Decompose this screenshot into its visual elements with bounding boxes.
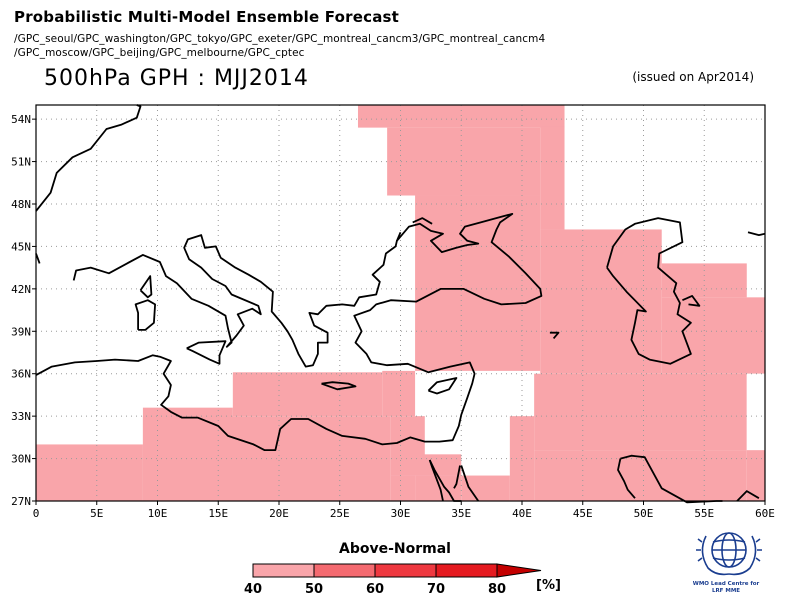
- legend-swatch: [252, 563, 315, 578]
- legend-swatch: [313, 563, 376, 578]
- shaded-cell: [540, 126, 565, 230]
- variable-title: 500hPa GPH : MJJ2014: [44, 66, 309, 91]
- lon-tick-label: 25E: [330, 507, 350, 520]
- lon-tick-label: 40E: [512, 507, 532, 520]
- lat-tick-label: 54N: [11, 113, 31, 126]
- coastline: [747, 231, 766, 236]
- coastline: [428, 459, 444, 502]
- legend-label: 70: [427, 582, 445, 597]
- lon-tick-label: 10E: [148, 507, 168, 520]
- coastline: [134, 299, 156, 331]
- logo-caption-line-1: WMO Lead Centre for: [692, 581, 760, 587]
- legend-unit: [%]: [536, 578, 561, 593]
- lon-tick-label: 20E: [269, 507, 289, 520]
- unshaded-cell: [746, 373, 765, 451]
- shaded-cell: [534, 450, 747, 501]
- product-title: Probabilistic Multi-Model Ensemble Forec…: [14, 8, 400, 26]
- shaded-cell: [540, 229, 662, 374]
- coastline: [606, 217, 692, 365]
- shaded-cell: [415, 195, 541, 371]
- unshaded-cell: [424, 390, 504, 455]
- lat-tick-label: 33N: [11, 410, 31, 423]
- coastline: [321, 381, 357, 391]
- shaded-cell: [534, 373, 747, 451]
- legend-label: 50: [305, 582, 323, 597]
- coastline: [396, 231, 402, 242]
- shaded-cell: [232, 372, 383, 417]
- shaded-cell: [390, 475, 416, 501]
- wmo-logo-icon: [696, 532, 762, 576]
- lon-tick-label: 35E: [451, 507, 471, 520]
- lon-tick-label: 55E: [694, 507, 714, 520]
- coastline: [549, 331, 560, 339]
- legend-label: 80: [488, 582, 506, 597]
- legend-swatch: [435, 563, 498, 578]
- color-legend-bar: [252, 563, 542, 578]
- legend-label: 60: [366, 582, 384, 597]
- lat-tick-label: 45N: [11, 240, 31, 253]
- shaded-cell: [357, 105, 565, 128]
- lat-tick-label: 51N: [11, 156, 31, 169]
- model-list-line-1: /GPC_seoul/GPC_washington/GPC_tokyo/GPC_…: [14, 33, 546, 45]
- coastline: [412, 217, 433, 225]
- shaded-cell: [415, 475, 462, 501]
- shaded-cell: [382, 370, 416, 417]
- coastline: [453, 465, 461, 489]
- lon-tick-label: 15E: [208, 507, 228, 520]
- coastline: [139, 275, 153, 299]
- model-list-line-2: /GPC_moscow/GPC_beijing/GPC_melbourne/GP…: [14, 47, 305, 59]
- shaded-cell: [387, 127, 541, 196]
- coastline: [35, 104, 142, 212]
- lon-tick-label: 0: [33, 507, 40, 520]
- coastline: [186, 340, 227, 365]
- coastline: [35, 213, 543, 451]
- coastline: [460, 465, 480, 502]
- coastline: [736, 490, 760, 502]
- lon-tick-label: 45E: [573, 507, 593, 520]
- lat-tick-label: 39N: [11, 325, 31, 338]
- shaded-cell: [661, 297, 765, 374]
- legend-label: 40: [244, 582, 262, 597]
- lat-tick-label: 27N: [11, 495, 31, 508]
- lat-tick-label: 30N: [11, 453, 31, 466]
- latitude-tick-labels: 27N 30N 33N 36N 39N 42N 45N 48N 51N 54N: [11, 113, 36, 508]
- legend-swatch: [374, 563, 437, 578]
- lon-tick-label: 5E: [90, 507, 103, 520]
- lat-tick-label: 36N: [11, 368, 31, 381]
- lon-tick-label: 30E: [391, 507, 411, 520]
- logo-caption-line-2: LRF MME: [711, 588, 741, 594]
- issued-date: (issued on Apr2014): [632, 70, 754, 84]
- legend-tick-labels: 40 50 60 70 80: [244, 582, 506, 597]
- longitude-tick-labels: 0 5E 10E 15E 20E 25E 30E 35E 40E 45E 50E 55E 60E: [33, 501, 775, 520]
- coastline: [617, 458, 636, 499]
- shaded-cell: [36, 444, 143, 501]
- legend-title: Above-Normal: [339, 541, 451, 557]
- shaded-probability-region: [36, 105, 765, 501]
- coastline: [682, 295, 701, 307]
- lat-tick-label: 42N: [11, 283, 31, 296]
- lon-tick-label: 50E: [634, 507, 654, 520]
- legend-arrow: [496, 563, 542, 578]
- shaded-cell: [746, 450, 765, 501]
- coastline: [427, 377, 458, 395]
- lon-tick-label: 60E: [755, 507, 775, 520]
- lat-tick-label: 48N: [11, 198, 31, 211]
